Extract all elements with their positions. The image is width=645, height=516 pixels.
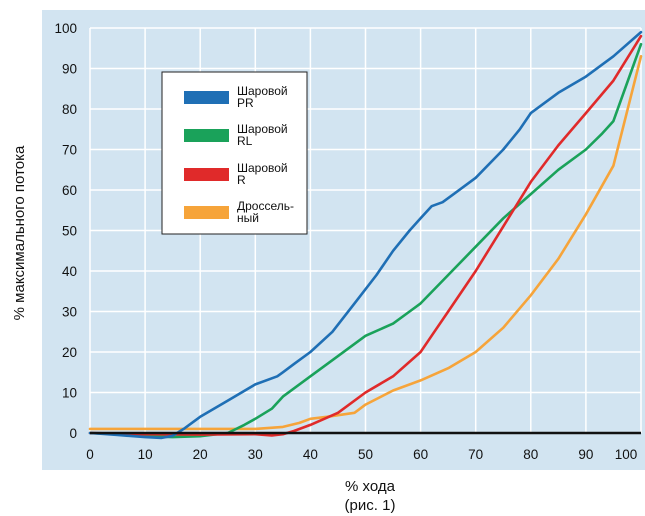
- x-tick-label: 50: [358, 447, 373, 462]
- x-tick-label: 90: [578, 447, 593, 462]
- y-tick-label: 50: [62, 224, 77, 239]
- legend-label: R: [237, 173, 246, 187]
- series-lines: [88, 30, 643, 440]
- legend-label: Шаровой: [237, 84, 288, 98]
- legend-label: Дроссель-: [237, 199, 294, 213]
- y-tick-label: 90: [62, 62, 77, 77]
- y-tick-label: 30: [62, 305, 77, 320]
- y-tick-label: 10: [62, 386, 77, 401]
- legend-label: Шаровой: [237, 161, 288, 175]
- x-tick-label: 0: [86, 447, 94, 462]
- y-tick-label: 20: [62, 345, 77, 360]
- x-tick-label: 80: [523, 447, 538, 462]
- legend-label: PR: [237, 96, 254, 110]
- x-tick-label: 100: [615, 447, 638, 462]
- y-tick-label: 70: [62, 143, 77, 158]
- y-tick-labels: 0 10 20 30 40 50 60 70 80 90 100: [54, 21, 77, 441]
- y-axis-title: % максимального потока: [11, 145, 28, 320]
- x-tick-label: 30: [248, 447, 263, 462]
- y-tick-label: 60: [62, 183, 77, 198]
- legend-swatch: [184, 91, 229, 104]
- x-tick-label: 20: [193, 447, 208, 462]
- series-line-4: [88, 55, 643, 431]
- x-axis-title: % хода: [345, 478, 396, 495]
- legend-label: ный: [237, 211, 259, 225]
- series-line-1: [88, 30, 643, 440]
- x-tick-label: 70: [468, 447, 483, 462]
- y-tick-label: 100: [54, 21, 77, 36]
- x-tick-label: 10: [138, 447, 153, 462]
- y-tick-label: 80: [62, 102, 77, 117]
- y-tick-label: 40: [62, 264, 77, 279]
- legend-swatch: [184, 129, 229, 142]
- legend-swatch: [184, 168, 229, 181]
- x-tick-label: 40: [303, 447, 318, 462]
- series-line-3: [88, 34, 643, 437]
- legend-label: Шаровой: [237, 122, 288, 136]
- x-tick-label: 60: [413, 447, 428, 462]
- legend-swatch: [184, 206, 229, 219]
- legend-label: RL: [237, 134, 253, 148]
- series-line-2: [88, 42, 643, 439]
- x-tick-labels: 0 10 20 30 40 50 60 70 80 90 100: [86, 447, 637, 462]
- plot-background: [42, 10, 645, 470]
- figure-note: (рис. 1): [345, 497, 396, 514]
- y-tick-label: 0: [69, 426, 77, 441]
